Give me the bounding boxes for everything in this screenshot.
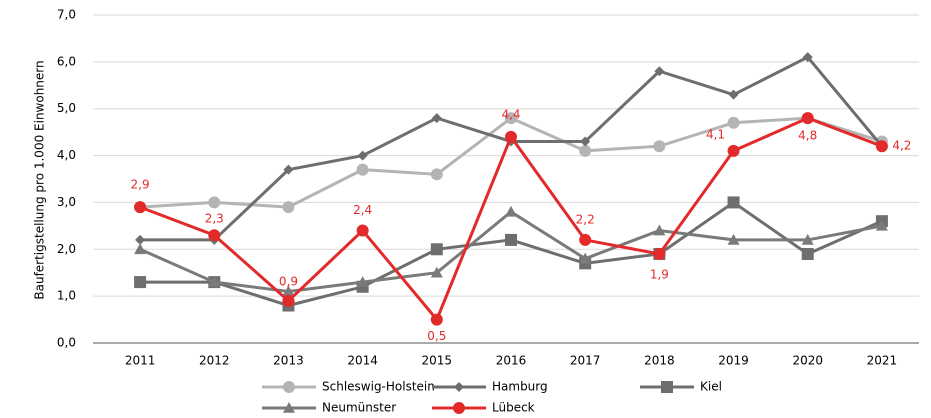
data-point [282, 201, 295, 214]
data-point [875, 219, 888, 231]
data-point [579, 252, 592, 264]
data-point [727, 233, 740, 245]
data-point [134, 276, 147, 289]
data-point [801, 112, 814, 125]
data-label: 2,2 [576, 212, 595, 226]
data-label: 2,9 [131, 178, 150, 192]
x-tick-label: 2016 [496, 354, 527, 368]
data-point [727, 196, 740, 209]
legend-label: Kiel [700, 380, 722, 394]
data-point [134, 201, 147, 214]
legend-marker [283, 381, 295, 393]
x-tick-label: 2013 [273, 354, 304, 368]
y-tick-label: 4,0 [57, 148, 76, 162]
y-tick-label: 0,0 [57, 336, 76, 350]
x-tick-label: 2018 [644, 354, 675, 368]
data-point [430, 266, 443, 278]
data-point [801, 247, 814, 260]
x-tick-label: 2019 [718, 354, 749, 368]
data-point [282, 294, 295, 307]
y-tick-label: 3,0 [57, 195, 76, 209]
data-point [430, 168, 443, 181]
data-point [653, 224, 666, 236]
data-label: 4,1 [706, 127, 725, 141]
y-tick-label: 2,0 [57, 242, 76, 256]
data-label: 2,3 [205, 212, 224, 226]
data-label: 1,9 [650, 267, 669, 281]
data-label: 2,4 [353, 203, 372, 217]
legend-label: Lübeck [492, 401, 535, 415]
data-label: 0,9 [279, 274, 298, 288]
legend-marker [661, 381, 673, 393]
series-line [139, 116, 883, 323]
data-point [579, 233, 592, 246]
x-tick-label: 2012 [199, 354, 230, 368]
y-tick-label: 7,0 [57, 8, 76, 22]
series-line [139, 209, 883, 293]
data-point [135, 234, 146, 245]
data-point [801, 233, 814, 245]
y-tick-label: 1,0 [57, 289, 76, 303]
x-tick-label: 2014 [347, 354, 378, 368]
data-point [727, 144, 740, 157]
data-point [430, 313, 443, 326]
data-label: 4,4 [501, 107, 520, 121]
data-point [283, 164, 294, 175]
data-point [505, 233, 517, 246]
legend-label: Schleswig-Holstein [322, 380, 435, 394]
data-label: 4,2 [892, 139, 911, 153]
x-tick-label: 2011 [125, 354, 156, 368]
x-tick-label: 2021 [867, 354, 898, 368]
data-point [282, 285, 295, 297]
legend-marker [453, 402, 465, 414]
x-tick-label: 2017 [570, 354, 601, 368]
x-tick-label: 2015 [422, 354, 453, 368]
data-point [356, 163, 369, 176]
data-point [208, 229, 221, 242]
data-label: 0,5 [427, 329, 446, 343]
series-line [140, 200, 883, 308]
data-point [653, 247, 666, 260]
data-point [875, 140, 888, 153]
data-point [356, 276, 369, 287]
data-point [431, 113, 442, 124]
data-point [579, 144, 592, 157]
data-point [208, 276, 221, 287]
legend-label: Hamburg [492, 380, 548, 394]
data-point [505, 130, 517, 143]
data-point [208, 196, 221, 209]
legend-marker [454, 382, 464, 392]
data-point [134, 243, 147, 255]
y-tick-label: 6,0 [57, 54, 76, 68]
legend-marker [283, 402, 295, 413]
data-point [505, 112, 517, 125]
data-point [802, 52, 813, 63]
data-point [653, 140, 666, 153]
data-label: 4,8 [798, 129, 817, 143]
data-point [728, 89, 739, 100]
data-point [430, 243, 443, 256]
data-point [654, 66, 665, 77]
legend-label: Neumünster [322, 401, 396, 415]
data-point [505, 205, 517, 217]
data-point [356, 224, 369, 237]
data-point [727, 116, 740, 129]
data-point [357, 150, 368, 161]
x-tick-label: 2020 [792, 354, 823, 368]
y-axis-label: Baufertigstellung pro 1.000 Einwohnern [33, 60, 47, 299]
data-point [580, 136, 591, 147]
y-tick-label: 5,0 [57, 101, 76, 115]
